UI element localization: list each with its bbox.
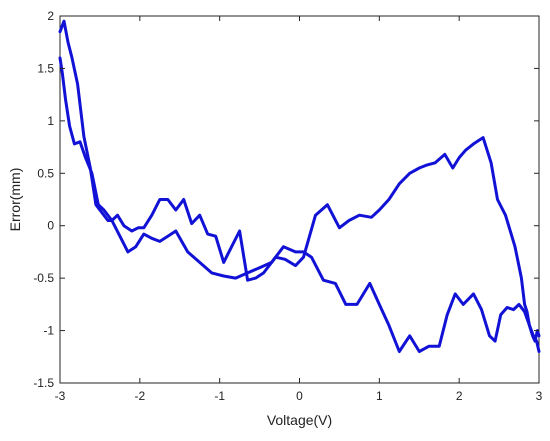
y-axis-title: Error(mm) — [7, 168, 23, 232]
ticks-layer: -3 -2 -1 0 1 2 3 -1.5 -1 -0.5 0 0.5 1 1.5 2 — [33, 9, 542, 403]
x-tick-label: -1 — [214, 389, 225, 403]
plot-area — [59, 15, 540, 384]
x-tick-label: 3 — [536, 389, 543, 403]
x-axis-title: Voltage(V) — [267, 412, 332, 428]
x-tick-label: 2 — [456, 389, 463, 403]
y-tick-label: -1.5 — [33, 376, 54, 390]
series-layer — [58, 19, 541, 353]
x-tick-label: -2 — [134, 389, 145, 403]
y-tick-label: 1.5 — [37, 61, 54, 75]
plot-frame — [59, 15, 540, 384]
x-tick-label: 1 — [376, 389, 383, 403]
x-tick-label: 0 — [296, 389, 303, 403]
x-tick-label: -3 — [55, 389, 66, 403]
y-tick-label: 1 — [47, 114, 54, 128]
series-line-2 — [58, 56, 541, 353]
y-tick-label: 2 — [47, 9, 54, 23]
y-tick-label: 0.5 — [37, 166, 54, 180]
y-tick-label: -0.5 — [33, 271, 54, 285]
y-tick-label: -1 — [43, 324, 54, 338]
y-tick-label: 0 — [47, 219, 54, 233]
